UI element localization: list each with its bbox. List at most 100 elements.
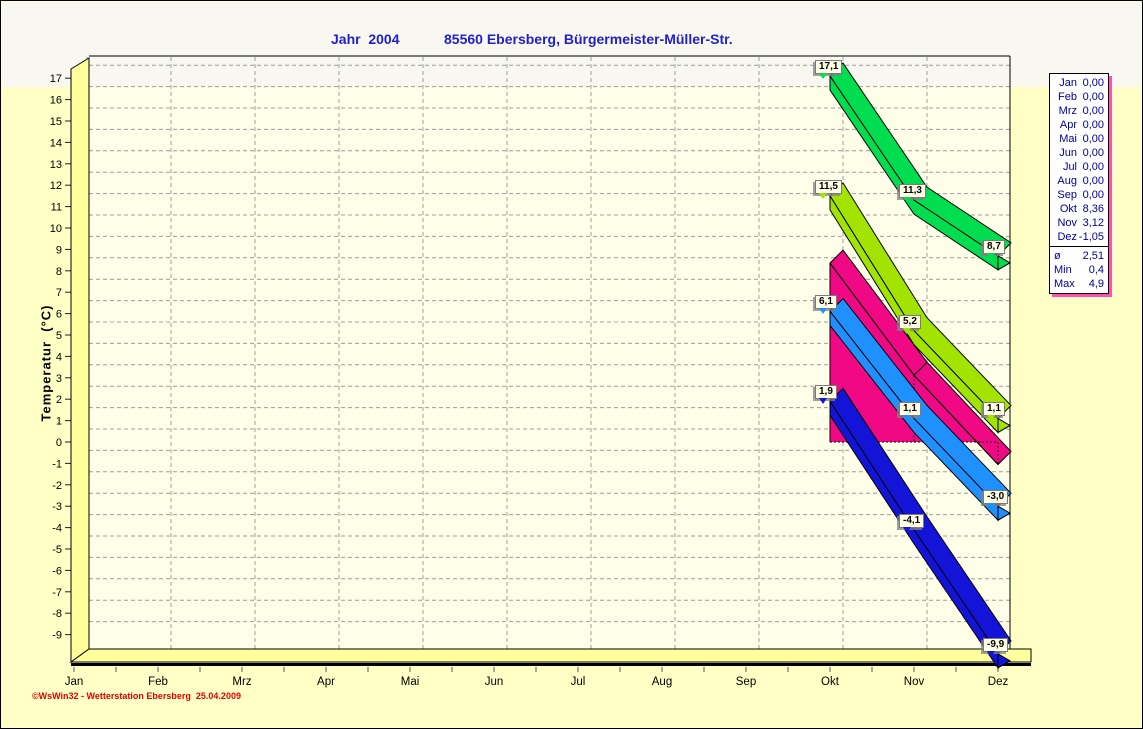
y-tick-label--6: -6	[52, 565, 62, 577]
legend-value: 0,00	[1082, 91, 1104, 103]
legend-row-feb: Feb 0,00	[1050, 90, 1108, 104]
legend-key: Jul	[1062, 161, 1077, 173]
chart-title-year: Jahr 2004	[331, 31, 400, 47]
legend-key: ø	[1054, 250, 1061, 262]
chart-title-station: 85560 Ebersberg, Bürgermeister-Müller-St…	[444, 31, 733, 47]
legend-value: 0,00	[1082, 105, 1104, 117]
y-tick-label-14: 14	[50, 137, 62, 149]
legend-key: Apr	[1059, 119, 1077, 131]
y-tick-label-8: 8	[56, 266, 62, 278]
legend-row-apr: Apr 0,00	[1050, 118, 1108, 132]
legend-value: 0,00	[1082, 161, 1104, 173]
copyright-note: ©WsWin32 - Wetterstation Ebersberg 25.04…	[32, 691, 241, 701]
y-tick-label--2: -2	[52, 480, 62, 492]
series-light-blue-ribbon	[829, 297, 1012, 522]
legend-row-sep: Sep 0,00	[1050, 188, 1108, 202]
x-tick-label-Nov: Nov	[904, 676, 925, 688]
x-tick-label-Mai: Mai	[401, 676, 420, 688]
series-light-green-ribbon	[829, 182, 1012, 434]
legend-value: 4,9	[1088, 278, 1104, 290]
y-tick-label--5: -5	[52, 544, 62, 556]
x-tick-label-Mrz: Mrz	[232, 676, 251, 688]
x-tick-label-Dez: Dez	[988, 676, 1009, 688]
y-tick-label-3: 3	[56, 373, 62, 385]
legend-key: Mrz	[1058, 105, 1077, 117]
legend-row-dez: Dez -1,05	[1050, 230, 1108, 244]
pink-area-front-face	[830, 263, 998, 465]
legend-value: 0,4	[1088, 264, 1104, 276]
y-tick-label-7: 7	[56, 287, 62, 299]
y-tick-label-4: 4	[56, 351, 62, 363]
green-ribbon-end-tip	[997, 254, 1011, 271]
y-tick-label-11: 11	[51, 202, 62, 214]
legend-value: 0,00	[1082, 133, 1104, 145]
y-tick-label-0: 0	[56, 437, 62, 449]
y-tick-label-5: 5	[56, 330, 62, 342]
y-tick-label-12: 12	[50, 180, 62, 192]
y-tick-label-15: 15	[50, 116, 62, 128]
x-axis-line	[71, 663, 1031, 666]
y-tick-label--4: -4	[52, 523, 62, 535]
y-tick-label--7: -7	[52, 587, 62, 599]
legend-row-aug: Aug 0,00	[1050, 174, 1108, 188]
y-tick-label--3: -3	[52, 501, 62, 513]
legend-row-mrz: Mrz 0,00	[1050, 104, 1108, 118]
legend-value: 0,00	[1082, 77, 1104, 89]
series-pink-area	[829, 249, 1012, 466]
legend-key: Nov	[1057, 217, 1077, 229]
left-wall-3d	[70, 57, 90, 663]
legend-row-jun: Jun 0,00	[1050, 146, 1108, 160]
floor-3d	[69, 648, 1032, 663]
y-tick-label--1: -1	[52, 458, 62, 470]
legend-value: 0,00	[1082, 175, 1104, 187]
light-green-ribbon-end-tip	[997, 417, 1011, 434]
x-tick-label-Apr: Apr	[317, 676, 335, 688]
legend-key: Jan	[1059, 77, 1077, 89]
legend-stat-min: Min 0,4	[1050, 263, 1108, 277]
y-tick-label-10: 10	[50, 223, 62, 235]
x-tick-label-Feb: Feb	[148, 676, 168, 688]
legend-months-section: Jan 0,00 Feb 0,00 Mrz 0,00 Apr 0,00 Mai 0,00 Jun 0,…	[1050, 76, 1108, 244]
legend-stat-ø: ø 2,51	[1050, 249, 1108, 263]
legend-stats-section: ø 2,51 Min 0,4 Max 4,9	[1050, 246, 1108, 291]
legend-box: Jan 0,00 Feb 0,00 Mrz 0,00 Apr 0,00 Mai 0,00 Jun 0,…	[1049, 73, 1109, 294]
dark-blue-ribbon-end-tip	[997, 652, 1011, 669]
legend-key: Mai	[1059, 133, 1077, 145]
top-band	[2, 2, 1142, 87]
legend-value: 0,00	[1082, 189, 1104, 201]
y-axis-title: Temperatur (°C)	[38, 304, 54, 422]
legend-value: 0,00	[1082, 147, 1104, 159]
legend-stat-max: Max 4,9	[1050, 277, 1108, 291]
legend-value: 0,00	[1082, 119, 1104, 131]
legend-key: Aug	[1057, 175, 1077, 187]
legend-key: Max	[1054, 278, 1075, 290]
series-green-ribbon	[829, 62, 1012, 271]
y-tick-label-2: 2	[56, 394, 62, 406]
legend-row-jan: Jan 0,00	[1050, 76, 1108, 90]
x-tick-label-Sep: Sep	[736, 676, 756, 688]
y-tick-labels: 17161514131211109876543210-1-2-3-4-5-6-7…	[50, 73, 62, 641]
legend-value: -1,05	[1078, 231, 1104, 243]
y-tick-label-6: 6	[56, 309, 62, 321]
x-tick-label-Jun: Jun	[485, 676, 504, 688]
legend-key: Okt	[1059, 203, 1077, 215]
legend-value: 3,12	[1082, 217, 1104, 229]
legend-value: 8,36	[1082, 203, 1104, 215]
legend-row-nov: Nov 3,12	[1050, 216, 1108, 230]
y-tick-label-17: 17	[50, 73, 62, 85]
legend-key: Sep	[1057, 189, 1077, 201]
legend-value: 2,51	[1082, 250, 1104, 262]
pink-area-nov-depth-edge	[913, 361, 928, 376]
legend-row-jul: Jul 0,00	[1050, 160, 1108, 174]
y-tick-label--9: -9	[52, 630, 62, 642]
legend-key: Min	[1054, 264, 1072, 276]
legend-row-mai: Mai 0,00	[1050, 132, 1108, 146]
x-tick-labels: Jan Feb Mrz Apr Mai Jun Jul Aug Sep Okt Nov Dez	[65, 676, 1009, 688]
legend-key: Jun	[1059, 147, 1077, 159]
y-ticks	[65, 77, 71, 636]
y-tick-label-1: 1	[56, 416, 62, 428]
y-tick-label-9: 9	[56, 244, 62, 256]
x-ticks	[73, 667, 999, 672]
